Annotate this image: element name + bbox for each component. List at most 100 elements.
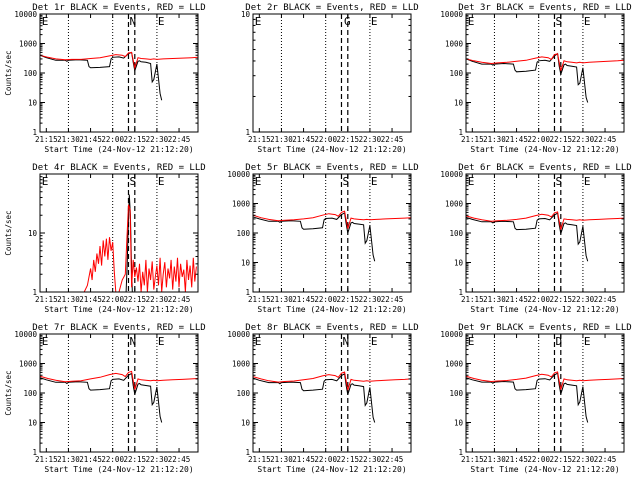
panel-det-3: Det 3r BLACK = Events, RED = LLD E S E 21:15…: [440, 3, 631, 154]
x-tick-label: 21:45: [79, 135, 102, 144]
x-tick-label: 21:30: [57, 455, 80, 464]
marker-label: E: [584, 15, 591, 28]
x-tick-label: 21:15: [461, 135, 484, 144]
marker-label: E: [371, 175, 378, 188]
panel-det-8: Det 8r BLACK = Events, RED = LLD E N E 21:15…: [227, 323, 418, 474]
series-line-lld: [83, 204, 197, 292]
marker-label: E: [584, 175, 591, 188]
y-tick-label: 1000: [232, 200, 251, 209]
y-tick-label: 10: [241, 10, 251, 19]
x-tick-label: 21:45: [505, 295, 528, 304]
y-tick-label: 100: [23, 389, 37, 398]
plot-frame: [252, 173, 412, 293]
plot-frame: [39, 333, 199, 453]
y-axis-label: Counts/sec: [4, 370, 13, 415]
x-tick-label: 21:30: [57, 295, 80, 304]
x-tick-label: 22:45: [381, 455, 404, 464]
series-line-events: [253, 212, 376, 262]
marker-label: E: [371, 335, 378, 348]
x-tick-label: 21:45: [79, 455, 102, 464]
x-tick-label: 22:45: [594, 455, 617, 464]
panel-title: Det 6r BLACK = Events, RED = LLD: [458, 163, 631, 173]
x-tick-label: 22:15: [550, 135, 573, 144]
x-tick-label: 22:00: [101, 295, 124, 304]
marker-label: S: [555, 15, 562, 28]
marker-label: E: [42, 15, 49, 28]
y-tick-label: 10000: [227, 330, 250, 339]
x-tick-label: 22:00: [314, 295, 337, 304]
y-tick-label: 10000: [227, 170, 250, 179]
panel-title: Det 9r BLACK = Events, RED = LLD: [458, 323, 631, 333]
x-tick-label: 21:30: [270, 135, 293, 144]
series-line-events: [466, 212, 589, 262]
series-line-events: [466, 52, 589, 103]
panel-det-7: Det 7r BLACK = Events, RED = LLD E N E 21:15…: [4, 323, 206, 474]
panel-det-4: Det 4r BLACK = Events, RED = LLD E S E 21:15…: [4, 163, 206, 314]
y-axis-label: Counts/sec: [4, 210, 13, 255]
marker-label: N: [129, 15, 136, 28]
x-tick-label: 22:15: [124, 295, 147, 304]
marker-label: N: [342, 335, 349, 348]
panel-title: Det 8r BLACK = Events, RED = LLD: [245, 323, 418, 333]
plot-frame: [39, 173, 199, 293]
plot-frame: [465, 173, 625, 293]
x-tick-label: 22:45: [168, 295, 191, 304]
marker-label: G: [344, 15, 351, 28]
x-tick-label: 22:15: [550, 455, 573, 464]
x-tick-label: 21:15: [35, 295, 58, 304]
x-tick-label: 22:00: [314, 135, 337, 144]
y-tick-label: 100: [449, 389, 463, 398]
x-tick-label: 22:15: [124, 455, 147, 464]
marker-label: E: [255, 175, 262, 188]
x-tick-label: 21:30: [483, 135, 506, 144]
panel-det-2: Det 2r BLACK = Events, RED = LLD E G E 21:15…: [241, 3, 419, 154]
x-tick-label: 22:15: [337, 455, 360, 464]
x-axis-title: Start Time (24-Nov-12 21:12:20): [44, 305, 193, 314]
plot-frame: [39, 13, 199, 133]
marker-label: S: [555, 175, 562, 188]
panel-title: Det 1r BLACK = Events, RED = LLD: [32, 3, 205, 13]
x-tick-label: 21:45: [292, 135, 315, 144]
x-tick-label: 22:30: [572, 135, 595, 144]
x-tick-label: 22:30: [359, 455, 382, 464]
y-tick-label: 1: [458, 288, 463, 297]
x-tick-label: 21:30: [57, 135, 80, 144]
y-tick-label: 1000: [445, 200, 464, 209]
y-tick-label: 1: [32, 128, 37, 137]
x-tick-label: 22:15: [337, 295, 360, 304]
panel-title: Det 3r BLACK = Events, RED = LLD: [458, 3, 631, 13]
y-tick-label: 10000: [14, 330, 37, 339]
x-tick-label: 22:15: [337, 135, 360, 144]
x-axis-title: Start Time (24-Nov-12 21:12:20): [470, 145, 619, 154]
marker-label: D: [555, 335, 562, 348]
series-line-lld: [466, 371, 624, 390]
y-tick-label: 1: [32, 448, 37, 457]
series-line-events: [253, 372, 376, 423]
x-tick-label: 21:15: [461, 295, 484, 304]
x-tick-label: 21:30: [483, 295, 506, 304]
x-tick-label: 21:30: [270, 455, 293, 464]
x-tick-label: 22:45: [168, 135, 191, 144]
x-tick-label: 21:30: [483, 455, 506, 464]
x-tick-label: 21:15: [248, 455, 271, 464]
marker-label: E: [42, 335, 49, 348]
marker-label: E: [158, 335, 165, 348]
y-tick-label: 10: [241, 419, 251, 428]
x-tick-label: 22:30: [572, 455, 595, 464]
y-tick-label: 100: [236, 389, 250, 398]
panel-title: Det 7r BLACK = Events, RED = LLD: [32, 323, 205, 333]
y-tick-label: 1: [32, 288, 37, 297]
x-tick-label: 22:30: [146, 455, 169, 464]
x-tick-label: 22:15: [124, 135, 147, 144]
y-tick-label: 10: [28, 419, 38, 428]
y-tick-label: 1000: [445, 40, 464, 49]
y-tick-label: 10: [28, 99, 38, 108]
x-tick-label: 22:00: [527, 135, 550, 144]
marker-label: E: [584, 335, 591, 348]
x-tick-label: 22:00: [527, 295, 550, 304]
x-axis-title: Start Time (24-Nov-12 21:12:20): [257, 145, 406, 154]
marker-label: S: [129, 175, 136, 188]
marker-label: S: [342, 175, 349, 188]
x-tick-label: 22:15: [550, 295, 573, 304]
x-tick-label: 21:15: [248, 135, 271, 144]
